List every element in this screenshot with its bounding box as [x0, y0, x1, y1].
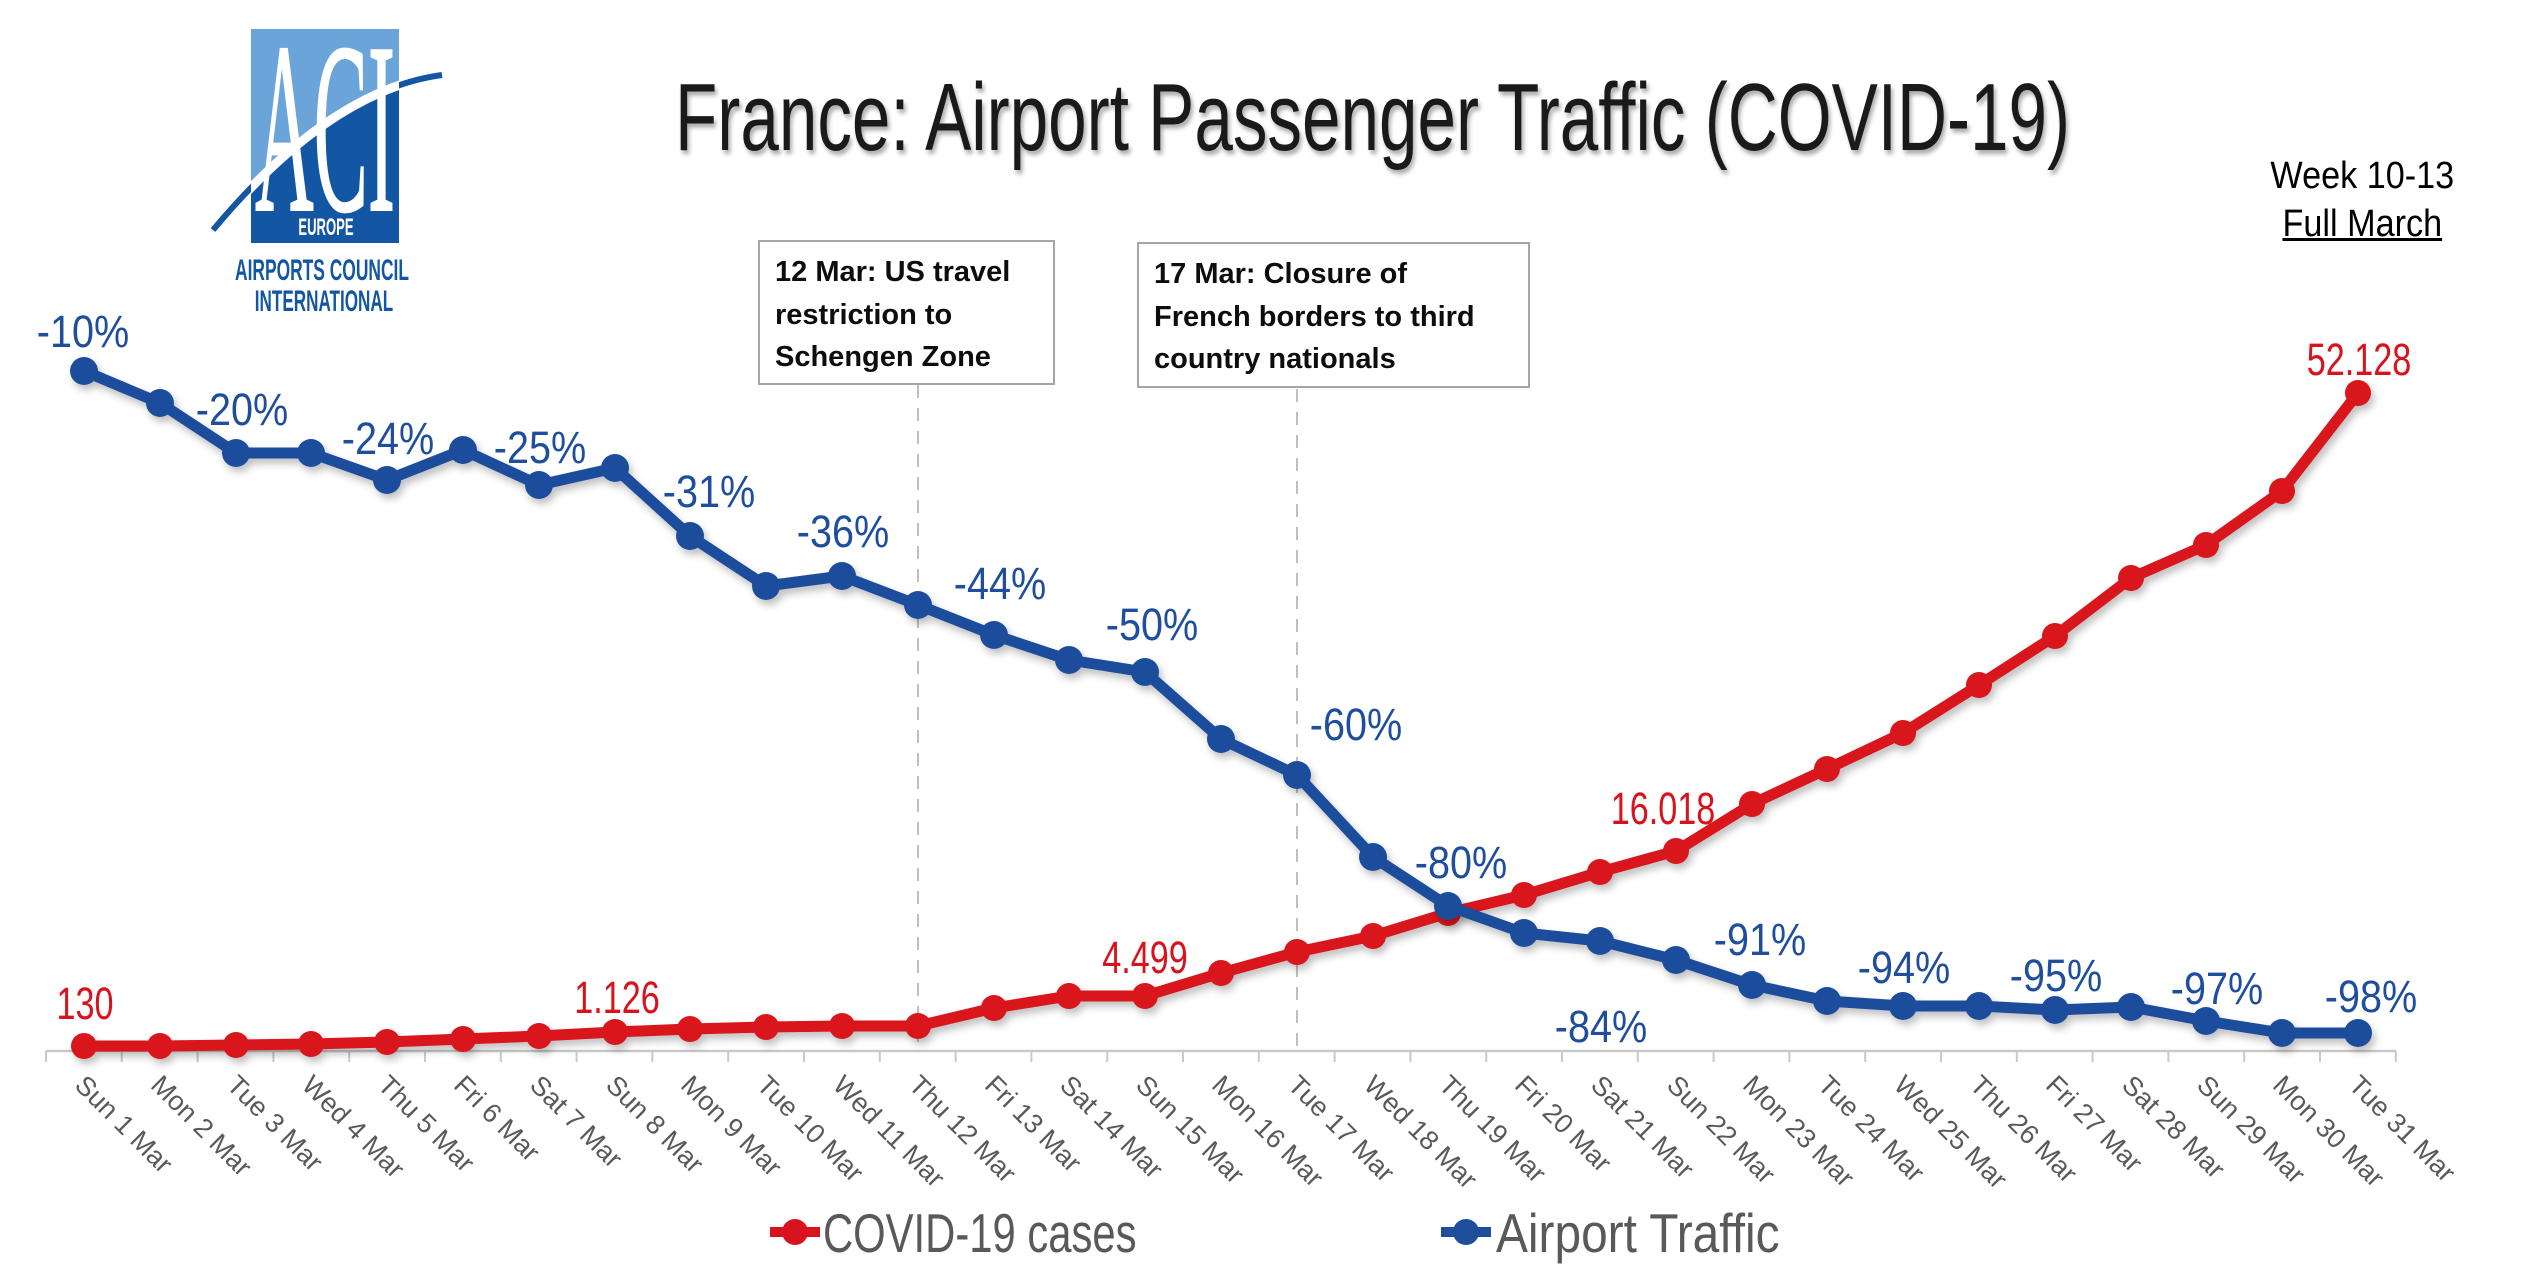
svg-text:-24%: -24% — [342, 414, 434, 464]
svg-text:-20%: -20% — [196, 385, 288, 435]
svg-text:1.126: 1.126 — [574, 974, 660, 1024]
svg-text:COVID-19 cases: COVID-19 cases — [823, 1204, 1136, 1265]
svg-text:-91%: -91% — [1714, 915, 1806, 965]
svg-text:-10%: -10% — [37, 307, 129, 357]
svg-text:-84%: -84% — [1555, 1002, 1647, 1052]
svg-text:16.018: 16.018 — [1611, 785, 1716, 835]
svg-text:-95%: -95% — [2010, 951, 2102, 1001]
svg-text:INTERNATIONAL: INTERNATIONAL — [255, 285, 393, 318]
svg-text:-50%: -50% — [1106, 600, 1198, 650]
svg-text:EUROPE: EUROPE — [298, 215, 353, 241]
svg-text:AIRPORTS COUNCIL: AIRPORTS COUNCIL — [235, 254, 409, 287]
svg-text:4.499: 4.499 — [1102, 934, 1188, 984]
svg-text:ACI: ACI — [255, 0, 395, 264]
svg-text:-80%: -80% — [1415, 838, 1507, 888]
svg-text:-97%: -97% — [2171, 964, 2263, 1014]
svg-text:-60%: -60% — [1310, 700, 1402, 750]
svg-text:52.128: 52.128 — [2307, 336, 2412, 386]
svg-text:-25%: -25% — [494, 423, 586, 473]
svg-text:Airport Traffic: Airport Traffic — [1496, 1202, 1780, 1264]
svg-text:-44%: -44% — [954, 559, 1046, 609]
svg-text:-98%: -98% — [2325, 972, 2417, 1022]
svg-text:130: 130 — [56, 980, 113, 1030]
svg-text:-94%: -94% — [1858, 943, 1950, 993]
svg-text:-36%: -36% — [797, 507, 889, 557]
svg-text:-31%: -31% — [663, 467, 755, 517]
